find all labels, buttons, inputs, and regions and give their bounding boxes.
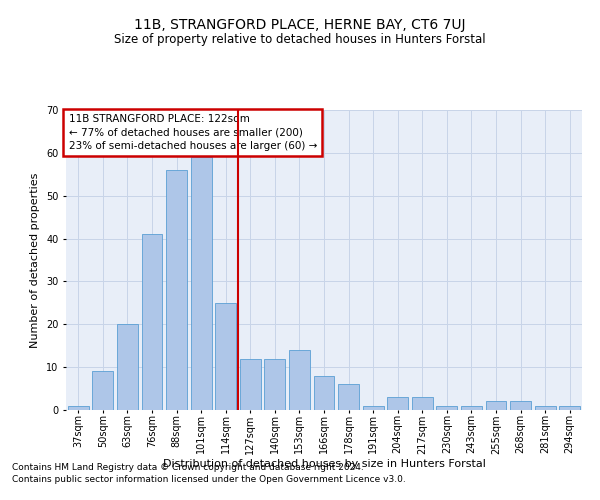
Bar: [166, 170, 187, 410]
Bar: [265, 358, 286, 410]
Bar: [215, 303, 236, 410]
Bar: [485, 402, 506, 410]
Bar: [240, 358, 261, 410]
Text: Contains public sector information licensed under the Open Government Licence v3: Contains public sector information licen…: [12, 475, 406, 484]
Bar: [412, 397, 433, 410]
Bar: [387, 397, 408, 410]
Y-axis label: Number of detached properties: Number of detached properties: [31, 172, 40, 348]
X-axis label: Distribution of detached houses by size in Hunters Forstal: Distribution of detached houses by size …: [163, 459, 485, 469]
Bar: [191, 157, 212, 410]
Bar: [338, 384, 359, 410]
Bar: [461, 406, 482, 410]
Bar: [535, 406, 556, 410]
Text: 11B, STRANGFORD PLACE, HERNE BAY, CT6 7UJ: 11B, STRANGFORD PLACE, HERNE BAY, CT6 7U…: [134, 18, 466, 32]
Bar: [92, 372, 113, 410]
Bar: [68, 406, 89, 410]
Bar: [510, 402, 531, 410]
Bar: [142, 234, 163, 410]
Bar: [289, 350, 310, 410]
Text: Size of property relative to detached houses in Hunters Forstal: Size of property relative to detached ho…: [114, 32, 486, 46]
Bar: [117, 324, 138, 410]
Bar: [314, 376, 334, 410]
Text: Contains HM Land Registry data © Crown copyright and database right 2024.: Contains HM Land Registry data © Crown c…: [12, 464, 364, 472]
Text: 11B STRANGFORD PLACE: 122sqm
← 77% of detached houses are smaller (200)
23% of s: 11B STRANGFORD PLACE: 122sqm ← 77% of de…: [68, 114, 317, 151]
Bar: [436, 406, 457, 410]
Bar: [559, 406, 580, 410]
Bar: [362, 406, 383, 410]
